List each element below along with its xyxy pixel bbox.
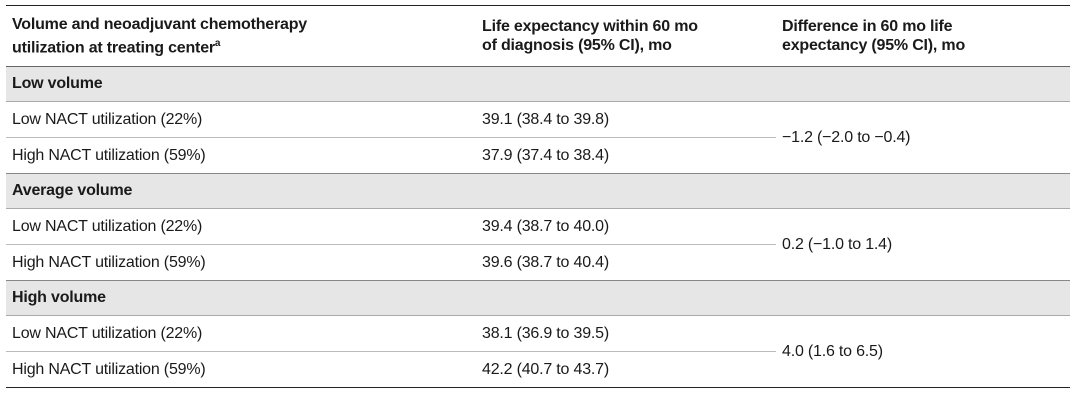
row-label: High NACT utilization (59%): [6, 244, 476, 281]
group-label: Low volume: [6, 66, 1070, 102]
row-label: High NACT utilization (59%): [6, 351, 476, 388]
row-label: High NACT utilization (59%): [6, 137, 476, 174]
data-row: Low NACT utilization (22%) 39.4 (38.7 to …: [6, 208, 1070, 281]
difference-cell: 0.2 (−1.0 to 1.4): [776, 208, 1070, 281]
data-row: Low NACT utilization (22%) 39.1 (38.4 to …: [6, 101, 1070, 174]
header-cell: Difference in 60 mo life expectancy (95% …: [776, 5, 1070, 67]
estimate-cell: 39.4 (38.7 to 40.0): [476, 208, 776, 245]
header-text: Volume and neoadjuvant chemotherapy: [12, 15, 307, 33]
estimate-cell: 39.6 (38.7 to 40.4): [476, 244, 776, 281]
header-cell: Volume and neoadjuvant chemotherapy utili…: [6, 5, 476, 67]
difference-cell: 4.0 (1.6 to 6.5): [776, 315, 1070, 388]
header-text: of diagnosis (95% CI), mo: [482, 37, 672, 54]
header-text: Life expectancy within 60 mo: [482, 18, 698, 35]
results-table: Volume and neoadjuvant chemotherapy utili…: [6, 5, 1070, 388]
header-row: Volume and neoadjuvant chemotherapy utili…: [6, 5, 1070, 67]
group-row: High volume: [6, 280, 1070, 316]
group-label: Average volume: [6, 173, 1070, 209]
page: Volume and neoadjuvant chemotherapy utili…: [0, 5, 1080, 407]
group-row: Low volume: [6, 66, 1070, 102]
header-text: Difference in 60 mo life: [782, 18, 953, 35]
row-label: Low NACT utilization (22%): [6, 208, 476, 245]
data-row: High NACT utilization (59%) 37.9 (37.4 to…: [6, 137, 1070, 174]
table-body: Low volume Low NACT utilization (22%) 39.1…: [6, 66, 1070, 388]
footnote-marker: a: [214, 37, 221, 49]
data-row: High NACT utilization (59%) 39.6 (38.7 to…: [6, 244, 1070, 281]
estimate-cell: 39.1 (38.4 to 39.8): [476, 101, 776, 138]
header-text: expectancy (95% CI), mo: [782, 37, 966, 54]
data-row: High NACT utilization (59%) 42.2 (40.7 to…: [6, 351, 1070, 388]
header-text: utilization at treating center: [12, 39, 215, 57]
group-label: High volume: [6, 280, 1070, 316]
row-label: Low NACT utilization (22%): [6, 315, 476, 352]
estimate-cell: 42.2 (40.7 to 43.7): [476, 351, 776, 388]
estimate-cell: 38.1 (36.9 to 39.5): [476, 315, 776, 352]
group-row: Average volume: [6, 173, 1070, 209]
difference-cell: −1.2 (−2.0 to −0.4): [776, 101, 1070, 174]
data-row: Low NACT utilization (22%) 38.1 (36.9 to …: [6, 315, 1070, 388]
header-cell: Life expectancy within 60 mo of diagnosis…: [476, 5, 776, 67]
row-label: Low NACT utilization (22%): [6, 101, 476, 138]
estimate-cell: 37.9 (37.4 to 38.4): [476, 137, 776, 174]
table-header: Volume and neoadjuvant chemotherapy utili…: [6, 5, 1070, 67]
